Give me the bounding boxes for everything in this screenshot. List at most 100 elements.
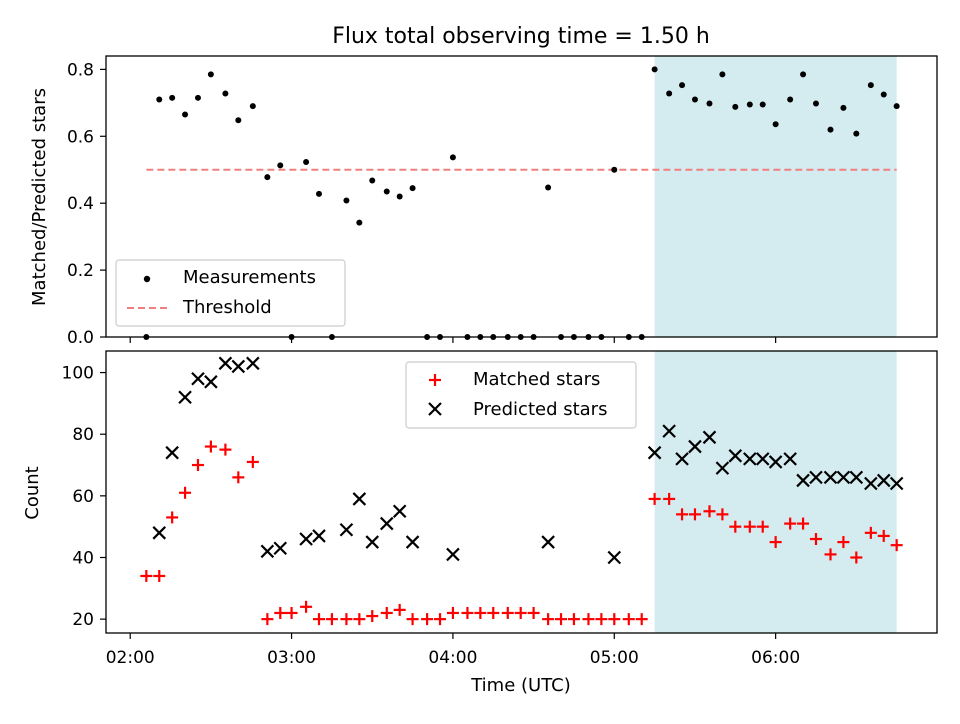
matched-stars-point: [140, 569, 153, 582]
legend-threshold-label: Threshold: [182, 297, 272, 318]
predicted-stars-point: [715, 461, 730, 475]
matched-stars-point: [246, 455, 259, 468]
matched-stars-point: [635, 613, 648, 626]
legend-matched-marker: [429, 374, 441, 386]
measurement-point: [264, 174, 271, 181]
x-tick-label: 02:00: [106, 648, 155, 668]
measurement-point: [666, 90, 673, 97]
matched-stars-point: [406, 613, 419, 626]
top-y-tick-label: 0.4: [67, 194, 94, 214]
matched-stars-point: [756, 520, 769, 533]
measurement-point: [194, 94, 201, 101]
measurement-point: [787, 96, 794, 103]
measurement-point: [369, 177, 376, 184]
matched-stars-point: [325, 613, 338, 626]
measurement-point: [691, 96, 698, 103]
predicted-stars-point: [191, 371, 205, 386]
measurement-point: [867, 82, 874, 89]
bottom-y-tick-label: 20: [72, 610, 94, 630]
legend-matched-label: Matched stars: [473, 369, 600, 390]
top-y-axis-label: Matched/Predicted stars: [29, 88, 50, 306]
predicted-stars-point: [312, 529, 326, 543]
predicted-stars-point: [849, 470, 864, 485]
measurement-point: [611, 166, 618, 173]
measurement-point: [746, 101, 753, 108]
matched-stars-point: [340, 613, 353, 626]
measurement-point: [759, 101, 766, 108]
measurement-point: [396, 193, 403, 200]
predicted-stars-point: [299, 532, 313, 546]
predicted-stars-point: [823, 470, 838, 485]
matched-stars-point: [729, 520, 742, 533]
matched-stars-point: [595, 613, 608, 626]
predicted-stars-point: [796, 473, 810, 488]
matched-stars-point: [648, 492, 661, 505]
predicted-stars-point: [647, 445, 662, 460]
predicted-stars-point: [246, 356, 260, 371]
matched-stars-point: [542, 613, 555, 626]
predicted-stars-point: [783, 452, 797, 466]
matched-stars-point: [850, 551, 863, 564]
predicted-stars-point: [204, 375, 218, 389]
matched-stars-point: [716, 508, 729, 521]
matched-stars-point: [769, 536, 782, 549]
x-tick-label: 05:00: [590, 648, 639, 668]
measurement-point: [449, 154, 456, 161]
predicted-stars-point: [231, 359, 246, 374]
legend-predicted-label: Predicted stars: [473, 399, 607, 420]
measurement-point: [719, 71, 726, 78]
measurement-point: [249, 103, 256, 110]
measurement-point: [383, 188, 390, 195]
top-y-tick-label: 0.6: [67, 127, 94, 147]
top-panel: 0.00.20.40.60.8 Matched/Predicted stars …: [29, 55, 938, 348]
legend-measurements-label: Measurements: [183, 267, 316, 288]
predicted-stars-point: [352, 492, 367, 506]
predicted-stars-point: [541, 535, 555, 549]
predicted-stars-point: [662, 424, 676, 438]
predicted-stars-point: [260, 544, 275, 559]
matched-stars-point: [446, 606, 459, 619]
matched-stars-point: [676, 508, 689, 521]
predicted-stars-point: [728, 449, 743, 463]
measurement-point: [800, 71, 807, 78]
matched-stars-point: [608, 613, 621, 626]
predicted-stars-point: [755, 452, 770, 466]
bottom-legend: Matched stars Predicted stars: [405, 361, 637, 429]
top-y-tick-label: 0.2: [67, 261, 94, 281]
bottom-y-tick-label: 60: [72, 487, 94, 507]
predicted-stars-point: [339, 522, 354, 537]
predicted-stars-point: [178, 390, 192, 405]
matched-stars-point: [663, 492, 676, 505]
legend-predicted-marker: [428, 402, 442, 416]
measurement-point: [732, 103, 739, 110]
predicted-stars-point: [273, 541, 288, 556]
measurement-point: [235, 117, 242, 124]
matched-stars-point: [501, 606, 514, 619]
x-tick-label: 04:00: [428, 648, 477, 668]
measurement-point: [679, 82, 686, 89]
predicted-stars-point: [675, 452, 689, 466]
predicted-stars-point: [218, 356, 233, 371]
measurement-point: [772, 121, 779, 128]
bottom-y-tick-label: 100: [62, 364, 94, 384]
matched-stars-point: [366, 610, 379, 623]
measurement-point: [409, 185, 416, 192]
matched-stars-point: [393, 603, 406, 616]
predicted-stars-point: [768, 455, 783, 469]
matched-stars-point: [688, 508, 701, 521]
measurement-point: [853, 130, 860, 137]
predicted-stars-point: [864, 476, 878, 491]
matched-stars-point: [153, 569, 166, 582]
bottom-y-axis-label: Count: [22, 466, 43, 519]
matched-stars-point: [622, 613, 635, 626]
measurement-point: [343, 197, 350, 204]
measurement-point: [303, 159, 310, 166]
predicted-stars-point: [379, 516, 394, 531]
measurement-point: [182, 111, 189, 118]
measurement-point: [156, 96, 163, 103]
chart-title: Flux total observing time = 1.50 h: [332, 24, 710, 49]
matched-stars-point: [166, 511, 179, 524]
matched-stars-point: [380, 606, 393, 619]
predicted-stars-point: [836, 470, 851, 485]
measurement-point: [315, 190, 322, 197]
